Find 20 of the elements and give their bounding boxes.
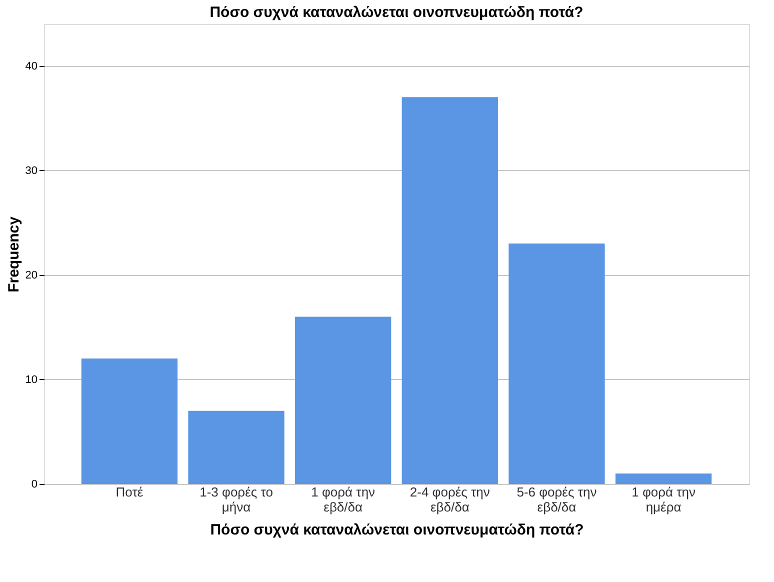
x-tick-label: 2-4 φορές την εβδ/δα — [410, 484, 490, 514]
bar — [402, 97, 498, 484]
x-tick-label: 1 φορά την εβδ/δα — [311, 484, 376, 514]
y-tick-label: 0 — [31, 478, 38, 490]
x-tick-label: 1 φορά την ημέρα — [632, 484, 696, 514]
y-tick-label: 40 — [25, 60, 38, 72]
y-tick-label: 10 — [25, 374, 38, 386]
x-tick-label: 1-3 φορές το μήνα — [200, 484, 273, 514]
y-tick-label: 20 — [25, 269, 38, 282]
bar — [81, 358, 178, 484]
x-axis-title: Πόσο συχνά καταναλώνεται οινοπνευματώδη ποτά? — [210, 522, 584, 538]
y-axis-title: Frequency — [5, 216, 22, 292]
bar — [508, 244, 605, 484]
x-tick-label: Ποτέ — [116, 484, 144, 500]
bar — [188, 410, 284, 484]
bar — [615, 474, 712, 484]
bar — [295, 316, 392, 484]
chart-title: Πόσο συχνά καταναλώνεται οινοπνευματώδη ποτά? — [210, 4, 584, 21]
y-tick-label: 30 — [25, 164, 38, 177]
x-tick-label: 5-6 φορές την εβδ/δα — [516, 484, 597, 514]
